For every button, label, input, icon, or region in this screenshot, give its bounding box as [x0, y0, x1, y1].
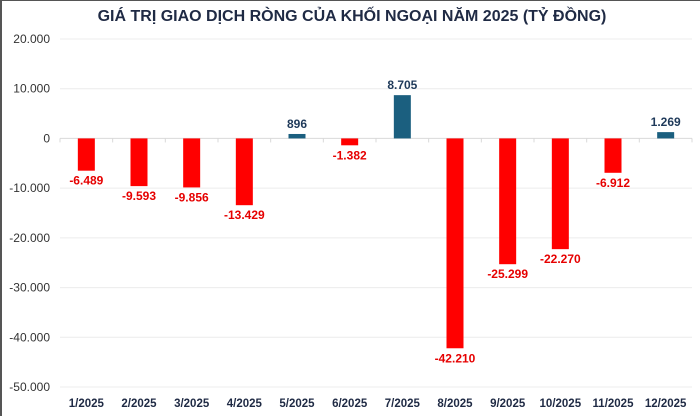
y-tick-label: -40.000	[9, 330, 50, 344]
x-tick-label: 6/2025	[332, 398, 368, 410]
bar-1/2025	[77, 138, 95, 171]
data-label: -6.489	[69, 174, 103, 188]
y-tick-label: 0	[43, 131, 50, 145]
bar-6/2025	[341, 138, 359, 146]
x-tick-label: 1/2025	[69, 398, 105, 410]
data-label: -42.210	[435, 351, 476, 365]
x-tick-label: 5/2025	[279, 398, 315, 410]
data-label: -9.593	[122, 189, 156, 203]
y-tick-label: -10.000	[9, 181, 50, 195]
data-label: 896	[287, 117, 307, 131]
x-tick-label: 3/2025	[174, 398, 210, 410]
data-label: -1.382	[333, 148, 367, 162]
bar-11/2025	[604, 138, 622, 173]
data-label: -9.856	[175, 190, 209, 204]
x-tick-label: 2/2025	[121, 398, 157, 410]
data-label: -25.299	[487, 267, 528, 281]
data-label: 8.705	[387, 78, 417, 92]
y-tick-label: -20.000	[9, 231, 50, 245]
bar-3/2025	[183, 138, 201, 188]
x-tick-label: 4/2025	[227, 398, 263, 410]
bar-10/2025	[551, 138, 569, 250]
x-tick-label: 8/2025	[437, 398, 473, 410]
x-tick-label: 9/2025	[490, 398, 526, 410]
bar-7/2025	[393, 95, 411, 139]
data-label: 1.269	[651, 115, 681, 129]
bar-12/2025	[657, 132, 675, 139]
x-tick-label: 7/2025	[385, 398, 421, 410]
x-tick-label: 10/2025	[540, 398, 582, 410]
data-label: -6.912	[596, 176, 630, 190]
bar-5/2025	[288, 133, 306, 139]
x-tick-label: 12/2025	[645, 398, 687, 410]
bar-8/2025	[446, 138, 464, 349]
y-tick-label: 20.000	[13, 32, 50, 46]
x-tick-label: 11/2025	[593, 398, 635, 410]
data-label: -13.429	[224, 208, 265, 222]
bar-9/2025	[499, 138, 517, 265]
y-tick-label: 10.000	[13, 82, 50, 96]
y-tick-label: -30.000	[9, 281, 50, 295]
bar-4/2025	[235, 138, 253, 206]
chart-title: GIÁ TRỊ GIAO DỊCH RÒNG CỦA KHỐI NGOẠI NĂ…	[97, 8, 607, 25]
data-label: -22.270	[540, 252, 581, 266]
bar-2/2025	[130, 138, 148, 187]
y-tick-label: -50.000	[9, 380, 50, 394]
